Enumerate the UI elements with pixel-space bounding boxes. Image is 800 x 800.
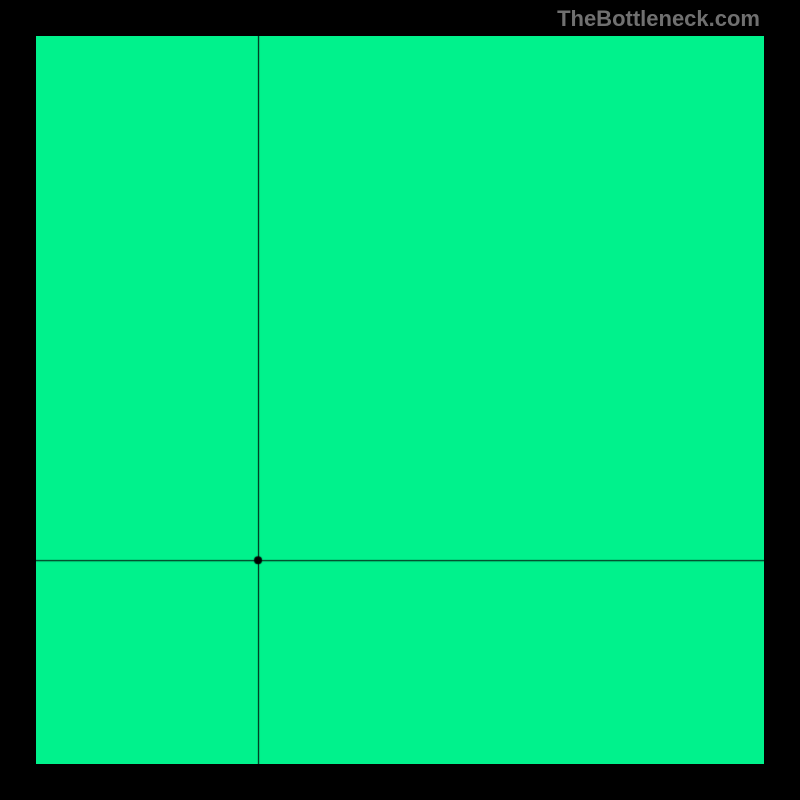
heatmap-plot — [36, 36, 764, 764]
watermark-text: TheBottleneck.com — [557, 6, 760, 32]
heatmap-canvas — [36, 36, 764, 764]
